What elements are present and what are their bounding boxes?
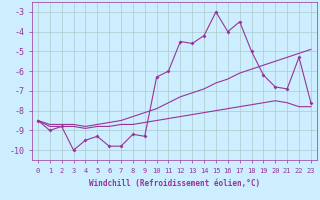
X-axis label: Windchill (Refroidissement éolien,°C): Windchill (Refroidissement éolien,°C)	[89, 179, 260, 188]
